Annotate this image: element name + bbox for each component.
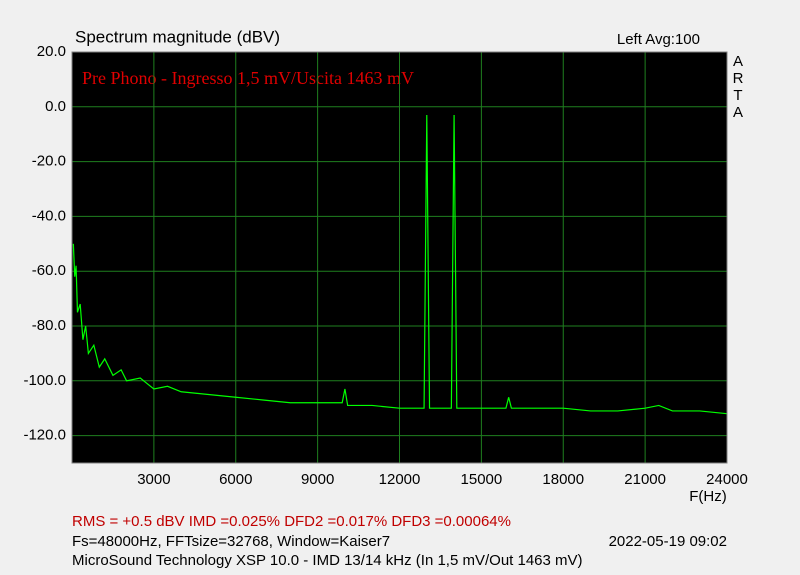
y-tick-label: 0.0 bbox=[45, 98, 66, 115]
x-tick-label: 21000 bbox=[624, 471, 666, 488]
side-label-letter: A bbox=[733, 53, 743, 70]
x-tick-label: 15000 bbox=[461, 471, 503, 488]
x-tick-label: 18000 bbox=[542, 471, 584, 488]
x-tick-label: 12000 bbox=[379, 471, 421, 488]
side-label-letter: R bbox=[733, 70, 744, 87]
y-tick-label: -120.0 bbox=[23, 427, 66, 444]
description: MicroSound Technology XSP 10.0 - IMD 13/… bbox=[72, 552, 583, 569]
side-label-letter: T bbox=[733, 87, 742, 104]
settings: Fs=48000Hz, FFTsize=32768, Window=Kaiser… bbox=[72, 533, 390, 550]
plot-border bbox=[71, 51, 728, 464]
channel-label: Left Avg:100 bbox=[617, 31, 700, 48]
timestamp: 2022-05-19 09:02 bbox=[609, 533, 727, 550]
chart-title: Spectrum magnitude (dBV) bbox=[75, 27, 280, 46]
measurements: RMS = +0.5 dBV IMD =0.025% DFD2 =0.017% … bbox=[72, 513, 511, 530]
x-tick-label: 9000 bbox=[301, 471, 334, 488]
x-tick-label: 24000 bbox=[706, 471, 748, 488]
annotation: Pre Phono - Ingresso 1,5 mV/Uscita 1463 … bbox=[82, 68, 414, 88]
spectrum-line bbox=[72, 115, 728, 415]
side-label-letter: A bbox=[733, 104, 743, 121]
x-axis-label: F(Hz) bbox=[689, 488, 727, 505]
y-tick-label: -80.0 bbox=[32, 317, 66, 334]
y-tick-label: -40.0 bbox=[32, 207, 66, 224]
y-tick-label: -20.0 bbox=[32, 153, 66, 170]
y-tick-label: 20.0 bbox=[37, 43, 66, 60]
x-tick-label: 3000 bbox=[137, 471, 170, 488]
x-tick-label: 6000 bbox=[219, 471, 252, 488]
y-tick-label: -60.0 bbox=[32, 262, 66, 279]
y-tick-label: -100.0 bbox=[23, 372, 66, 389]
